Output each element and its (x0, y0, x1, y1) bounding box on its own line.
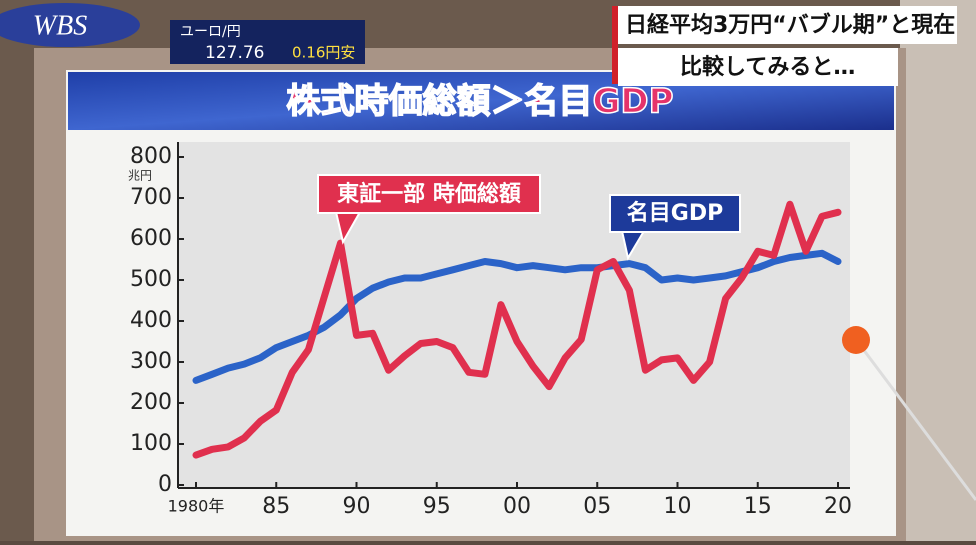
pointer-stick (858, 344, 976, 501)
rate-change: 0.16円安 (292, 44, 355, 62)
series-label: 名目GDP (627, 200, 723, 226)
x-tick-label: 95 (423, 494, 451, 519)
pointer-hand (842, 326, 870, 354)
x-tick-label: 90 (343, 494, 371, 519)
y-tick-label: 800 (130, 144, 172, 169)
x-tick-label: 10 (664, 494, 692, 519)
y-tick-label: 100 (130, 431, 172, 456)
series-line (192, 249, 842, 384)
studio-wall (900, 0, 976, 541)
y-tick-label: 600 (130, 226, 172, 251)
y-tick-label: 0 (158, 472, 172, 497)
x-tick-label: 20 (824, 494, 852, 519)
callout-box (609, 194, 741, 233)
chart-title: 株式時価総額＞名目GDP (286, 82, 673, 122)
callout-box (317, 174, 541, 214)
x-tick-label: 85 (262, 494, 290, 519)
x-tick-label: 05 (583, 494, 611, 519)
y-tick-label: 200 (130, 390, 172, 415)
logo: WBS (33, 10, 87, 41)
headline: 日経平均3万円“バブル期”と現在 (625, 12, 955, 38)
series-label: 東証一部 時価総額 (337, 181, 521, 207)
headline-box (612, 6, 957, 44)
subheadline: 比較してみると… (680, 54, 855, 80)
y-tick-label: 400 (130, 308, 172, 333)
y-tick-label: 700 (130, 185, 172, 210)
currency-pair: ユーロ/円 (180, 24, 241, 40)
x-tick-label: 00 (503, 494, 531, 519)
y-tick-label: 500 (130, 267, 172, 292)
headline-accent (612, 6, 618, 84)
logo-bg (0, 3, 140, 47)
y-tick-label: 300 (130, 349, 172, 374)
x-tick-label: 15 (744, 494, 772, 519)
rate: 127.76 (205, 43, 264, 63)
series-line (192, 200, 842, 459)
subheadline-box (618, 48, 898, 86)
x-tick-label: 1980年 (168, 497, 225, 516)
y-unit: 兆円 (128, 169, 152, 183)
ticker-box (170, 20, 365, 64)
